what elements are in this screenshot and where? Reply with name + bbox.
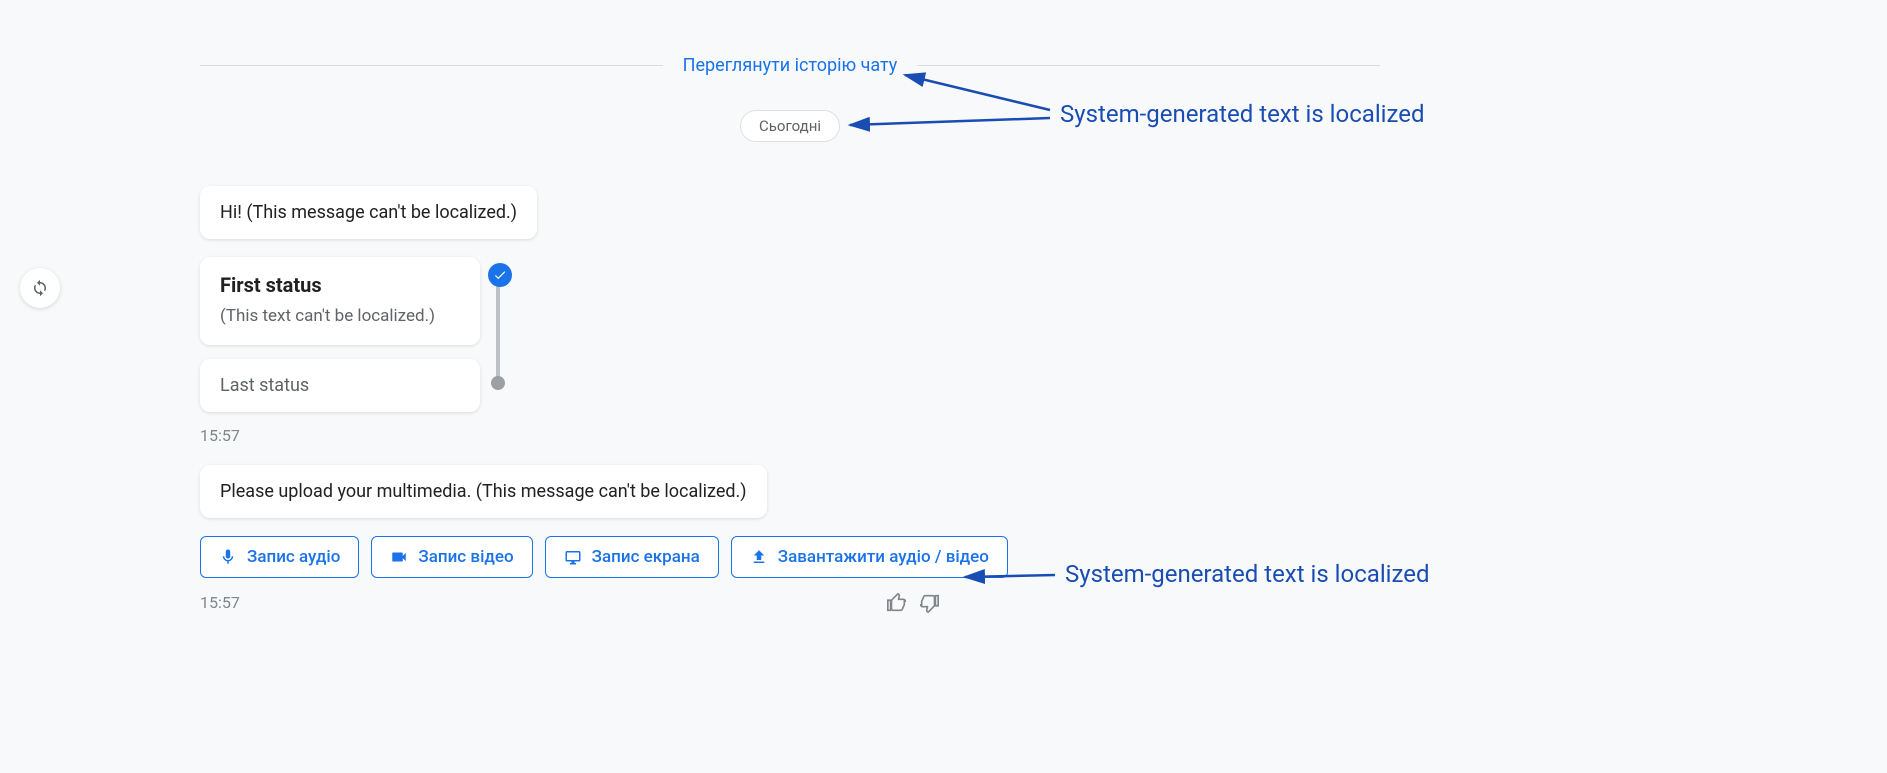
- annotation-arrow: [0, 0, 1887, 773]
